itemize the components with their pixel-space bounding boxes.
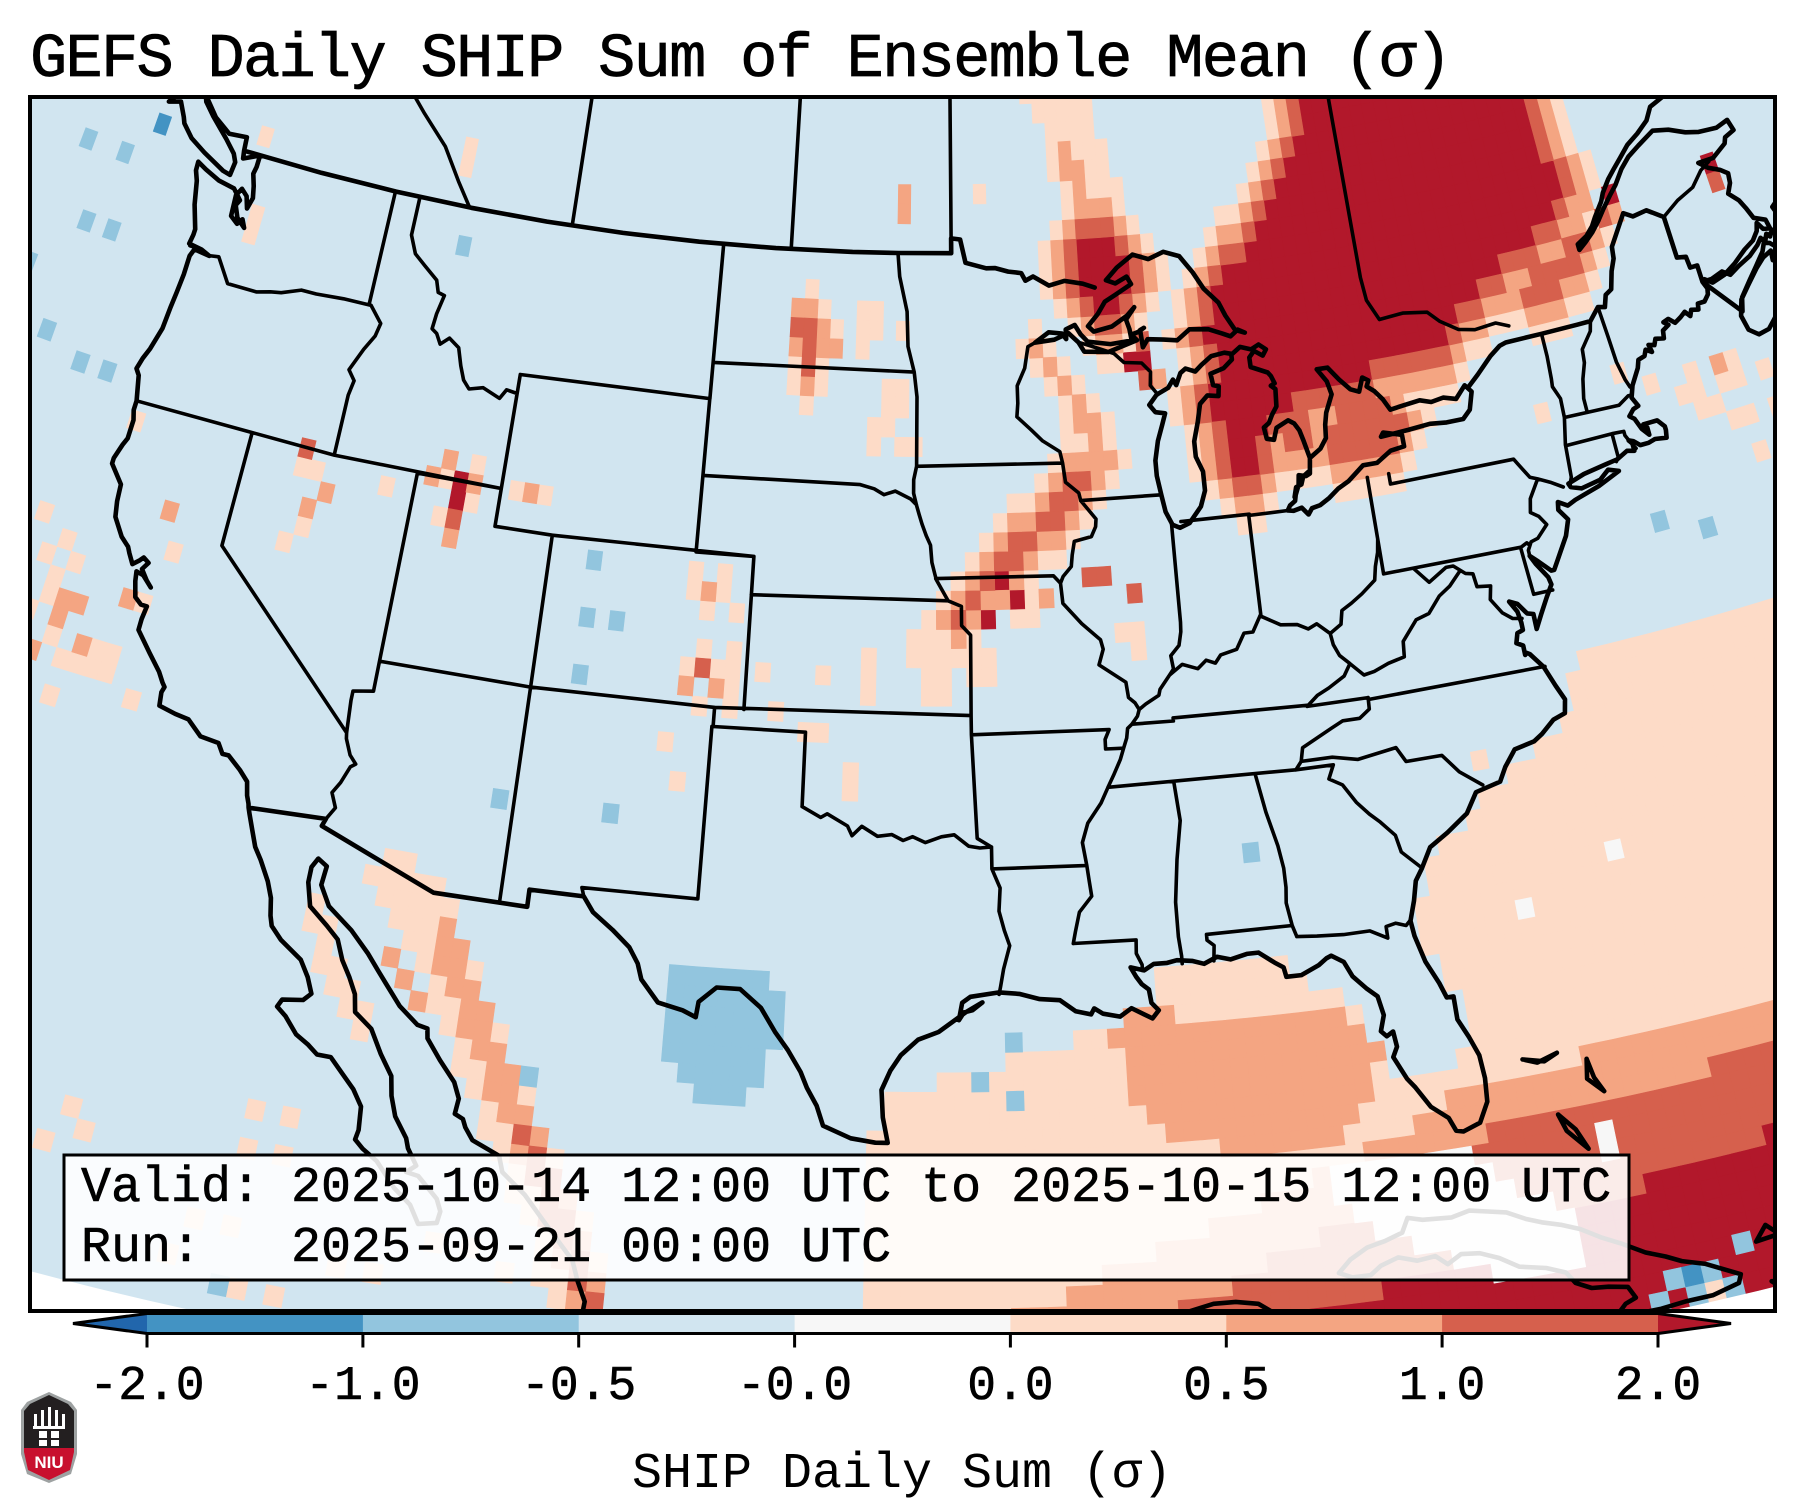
- svg-text:-0.5: -0.5: [521, 1360, 636, 1414]
- svg-text:-1.0: -1.0: [305, 1360, 420, 1414]
- svg-text:0.0: 0.0: [967, 1360, 1053, 1414]
- svg-text:0.5: 0.5: [1183, 1360, 1269, 1414]
- svg-text:-2.0: -2.0: [89, 1360, 204, 1414]
- svg-text:-0.0: -0.0: [737, 1360, 852, 1414]
- svg-text:2.0: 2.0: [1615, 1360, 1701, 1414]
- svg-text:SHIP Daily Sum (σ): SHIP Daily Sum (σ): [632, 1446, 1172, 1503]
- svg-text:NIU: NIU: [34, 1453, 63, 1472]
- svg-text:Valid: 2025-10-14 12:00 UTC to: Valid: 2025-10-14 12:00 UTC to 2025-10-1…: [81, 1160, 1611, 1217]
- svg-text:GEFS Daily SHIP Sum of Ensembl: GEFS Daily SHIP Sum of Ensemble Mean (σ): [30, 24, 1450, 95]
- svg-text:1.0: 1.0: [1399, 1360, 1485, 1414]
- svg-text:Run: 2025-09-21 00:00 UTC: Run: 2025-09-21 00:00 UTC: [81, 1220, 891, 1277]
